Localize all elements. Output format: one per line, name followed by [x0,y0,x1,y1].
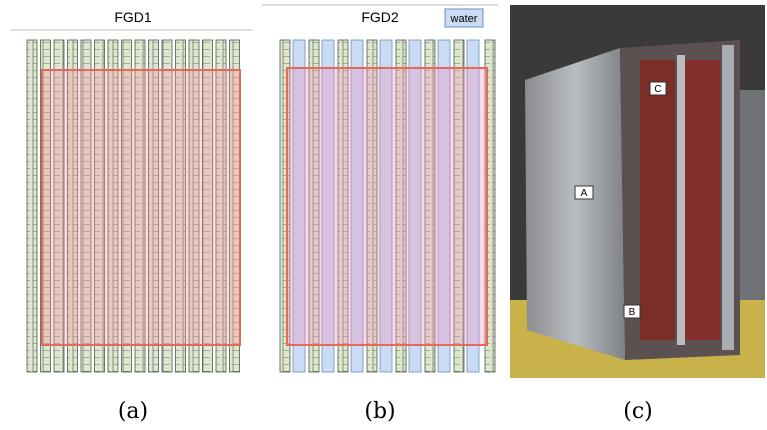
rail [722,45,734,350]
panel-a: FGD1 [10,9,252,372]
panel-b: FGD2 water [262,5,498,372]
panel-title: FGD1 [114,9,152,25]
photo-label: C [654,84,661,95]
fiducial-volume [287,68,487,345]
cables [640,60,675,340]
rail [677,55,685,345]
caption: (c) [623,399,653,424]
caption: (a) [118,399,148,424]
scintillator-module [27,40,37,372]
cables [685,60,720,340]
fiducial-volume [42,70,240,345]
photo-label: B [629,307,636,318]
photo: A B C [510,5,765,378]
caption: (b) [364,399,395,424]
photo-label: A [581,188,588,199]
figure: FGD1 FGD2 water A B C (a) (b) (c) [0,0,767,430]
panel-title: FGD2 [361,9,399,25]
side-panel [525,48,625,360]
legend-label: water [450,13,478,25]
